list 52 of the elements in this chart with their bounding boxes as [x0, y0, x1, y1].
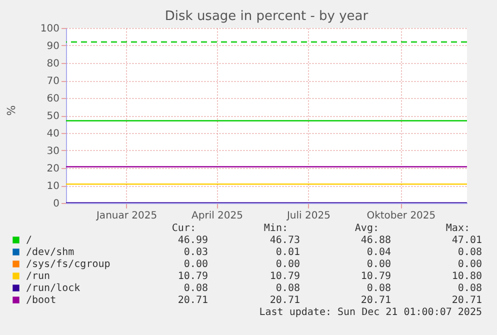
text: 0.00: [458, 259, 482, 270]
y-tick-label: 90: [46, 41, 60, 52]
text: 46.73: [270, 235, 300, 246]
text: Min:: [264, 223, 288, 234]
text: 0.04: [366, 247, 391, 258]
y-tick-label: 50: [46, 111, 60, 122]
y-tick-label: 0: [53, 198, 60, 210]
text: 0.08: [276, 283, 300, 294]
y-tick-label: 30: [46, 146, 60, 157]
text: 0.00: [366, 259, 391, 270]
legend-label: /dev/shm: [26, 247, 74, 258]
text: 0.01: [276, 247, 300, 258]
text: 0.03: [184, 247, 208, 258]
y-tick-label: 60: [46, 94, 60, 104]
legend-label: /: [26, 235, 32, 246]
text: 10.79: [178, 271, 208, 282]
x-tick-label: Juli 2025: [286, 210, 330, 222]
text: 10.79: [360, 271, 391, 282]
y-tick-label: 80: [46, 58, 60, 70]
text: 0.08: [366, 283, 391, 294]
text: Cur:: [172, 223, 196, 234]
legend-label: /run: [26, 271, 50, 282]
text: 0.08: [184, 283, 208, 294]
text: Max:: [446, 223, 470, 234]
text: 46.99: [178, 235, 208, 246]
y-tick-label: 20: [46, 164, 60, 174]
text: 46.88: [360, 235, 391, 246]
y-tick-label: 70: [46, 76, 60, 87]
legend-label: /boot: [26, 295, 56, 306]
text: 20.71: [360, 295, 391, 306]
text: 0.08: [458, 247, 482, 258]
text: 0.08: [458, 283, 482, 294]
y-axis-title: %: [5, 105, 18, 116]
text: Last update: Sun Dec 21 01:00:07 2025: [259, 307, 482, 318]
text: 10.79: [270, 271, 300, 282]
y-tick-label: 100: [40, 24, 60, 34]
text: 0.00: [184, 259, 208, 270]
x-tick-label: April 2025: [192, 210, 243, 222]
text: 20.71: [178, 295, 208, 306]
x-tick-label: Oktober 2025: [366, 210, 436, 222]
text: 0.00: [276, 259, 300, 270]
legend-label: /run/lock: [26, 283, 80, 294]
text: 10.80: [452, 271, 482, 282]
text: 47.01: [452, 235, 482, 246]
chart-title: Disk usage in percent - by year: [164, 9, 369, 24]
text: 20.71: [270, 295, 300, 306]
x-tick-label: Januar 2025: [95, 210, 158, 222]
y-tick-label: 10: [46, 181, 60, 192]
y-tick-label: 40: [46, 128, 60, 140]
text: 20.71: [452, 295, 482, 306]
legend-label: /sys/fs/cgroup: [26, 259, 110, 270]
text: Avg:: [354, 223, 379, 234]
